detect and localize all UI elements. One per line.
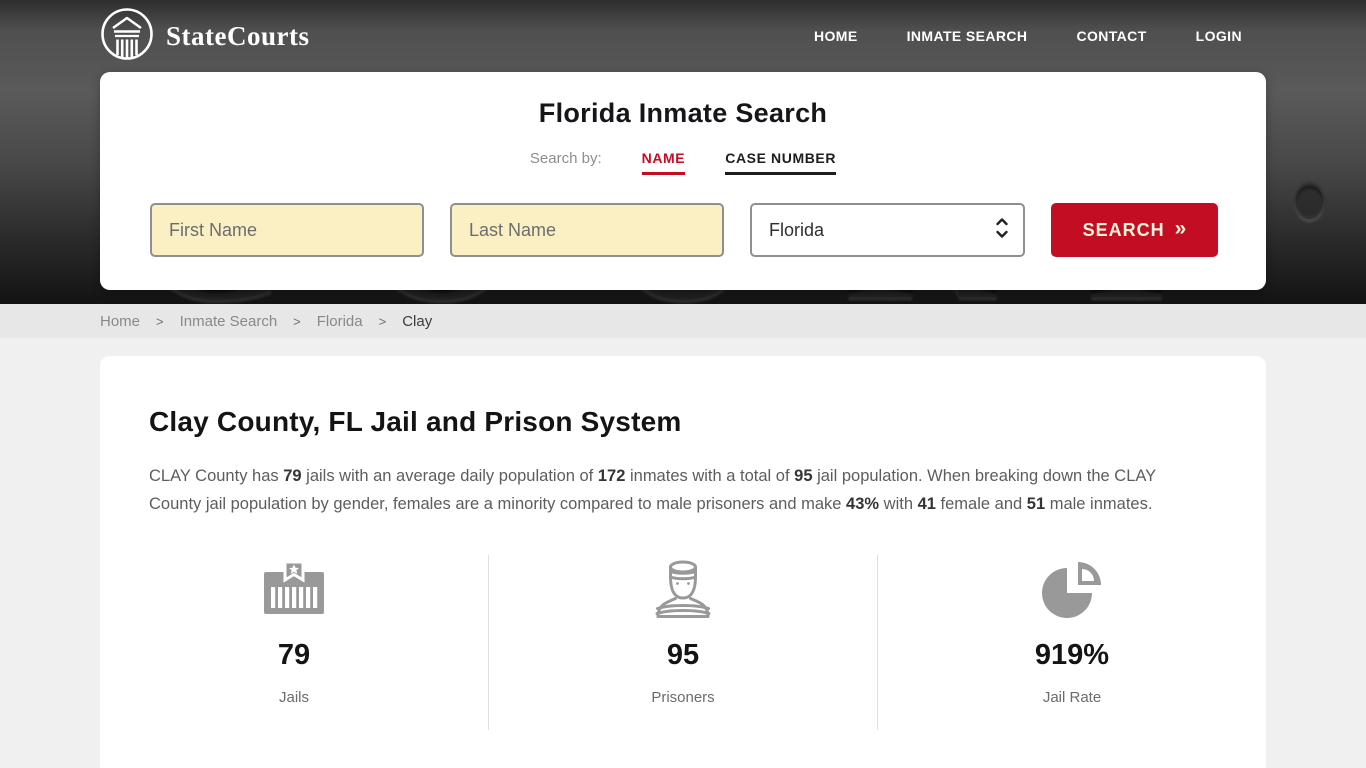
breadcrumb-inmate-search[interactable]: Inmate Search [179,312,278,330]
search-by-label: Search by: [529,150,602,167]
main-nav: HOME INMATE SEARCH CONTACT LOGIN [814,28,1242,44]
prisoner-icon [489,555,877,619]
search-button[interactable]: SEARCH » [1051,203,1218,257]
county-content-card: Clay County, FL Jail and Prison System C… [100,356,1266,768]
breadcrumb-separator: > [378,313,387,329]
search-form: Florida SEARCH » [150,203,1218,257]
pie-chart-icon [878,555,1266,619]
inmate-search-panel: Florida Inmate Search Search by: NAME CA… [100,72,1266,290]
breadcrumb-clay: Clay [402,312,433,330]
tab-search-by-name[interactable]: NAME [641,150,686,175]
stat-label-prisoners: Prisoners [651,689,715,706]
breadcrumb-home[interactable]: Home [100,312,141,330]
state-select-value: Florida [769,219,825,240]
brand-logo[interactable]: StateCourts [100,7,309,66]
brand-name: StateCourts [166,20,310,51]
stat-label-jail-rate: Jail Rate [1042,689,1102,706]
nav-home[interactable]: HOME [814,28,858,44]
breadcrumb-separator: > [293,313,301,329]
stat-value-jail-rate: 919% [1034,639,1110,671]
select-chevron-icon [995,217,1009,244]
courthouse-logo-icon [100,7,154,66]
stat-jails: 79 Jails [100,555,488,730]
stat-jail-rate: 919% Jail Rate [878,555,1266,730]
state-select[interactable]: Florida [750,203,1025,257]
nav-contact[interactable]: CONTACT [1076,28,1147,44]
stat-value-prisoners: 95 [666,639,700,671]
top-navigation-bar: StateCourts HOME INMATE SEARCH CONTACT L… [0,0,1366,72]
last-name-input[interactable] [450,203,724,257]
county-summary-paragraph: CLAY County has 79 jails with an average… [149,467,1156,513]
nav-login[interactable]: LOGIN [1195,28,1242,44]
breadcrumb: Home > Inmate Search > Florida > Clay [0,304,1366,338]
tab-search-by-case-number[interactable]: CASE NUMBER [725,150,837,175]
stat-prisoners: 95 Prisoners [488,555,878,730]
search-button-label: SEARCH [1082,219,1165,240]
nav-inmate-search[interactable]: INMATE SEARCH [906,28,1028,44]
first-name-input[interactable] [150,203,424,257]
search-by-row: Search by: NAME CASE NUMBER [100,150,1266,175]
breadcrumb-florida[interactable]: Florida [316,312,363,330]
county-stats-row: 79 Jails [100,555,1266,730]
breadcrumb-separator: > [156,313,164,329]
page-title: Clay County, FL Jail and Prison System [149,406,682,437]
stat-label-jails: Jails [278,689,309,706]
jail-building-icon [100,555,488,619]
double-chevron-right-icon: » [1174,217,1187,240]
search-panel-title: Florida Inmate Search [538,98,828,128]
stat-value-jails: 79 [277,639,311,671]
